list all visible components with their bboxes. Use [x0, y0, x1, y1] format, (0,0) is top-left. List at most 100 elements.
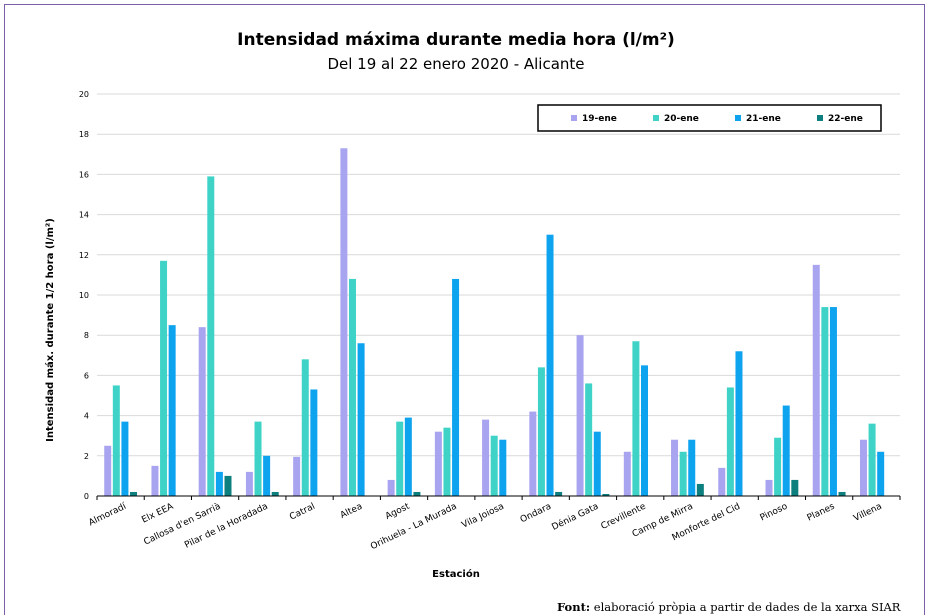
- bar-21-ene: [452, 278, 460, 496]
- legend-label: 19-ene: [582, 114, 617, 124]
- bar-22-ene: [555, 491, 563, 496]
- bar-20-ene: [821, 307, 829, 496]
- bar-19-ene: [151, 465, 159, 496]
- source-label: Font:: [557, 600, 591, 614]
- bar-21-ene: [688, 439, 696, 496]
- bar-19-ene: [671, 439, 679, 496]
- source-note: Font: elaboració pròpia a partir de dade…: [557, 600, 900, 614]
- y-tick-label: 20: [79, 90, 89, 99]
- gridlines: [97, 93, 900, 457]
- bar-19-ene: [198, 327, 206, 496]
- bar-21-ene: [215, 471, 223, 496]
- bar-20-ene: [112, 385, 120, 496]
- category-label: Almoradí: [87, 501, 128, 528]
- legend-label: 21-ene: [746, 114, 781, 124]
- bar-20-ene: [348, 278, 356, 496]
- bar-20-ene: [207, 176, 215, 496]
- bar-20-ene: [679, 451, 687, 496]
- bar-20-ene: [868, 423, 876, 496]
- category-label: Orihuela - La Murada: [369, 502, 458, 552]
- y-tick-label: 0: [84, 492, 89, 501]
- y-axis-ticks: 0 2 4 6 8 10 12 14 16 18 20: [79, 90, 89, 501]
- bar-21-ene: [499, 439, 507, 496]
- bar-19-ene: [293, 456, 301, 496]
- category-label: Altea: [339, 502, 364, 521]
- bar-21-ene: [168, 325, 176, 496]
- y-axis-title: Intensidad máx. durante 1/2 hora (l/m²): [44, 218, 56, 442]
- bar-19-ene: [623, 451, 631, 496]
- bar-20-ene: [254, 421, 262, 496]
- bar-20-ene: [490, 435, 498, 496]
- bar-22-ene: [791, 479, 799, 496]
- category-label: Ondara: [519, 502, 553, 526]
- chart-subtitle: Del 19 al 22 enero 2020 - Alicante: [327, 55, 584, 73]
- bar-21-ene: [357, 343, 365, 496]
- bar-22-ene: [838, 491, 846, 496]
- bar-19-ene: [340, 148, 348, 496]
- bar-22-ene: [130, 491, 138, 496]
- category-label: Elx EEA: [140, 501, 176, 525]
- category-label: Vila Joiosa: [460, 502, 505, 531]
- bar-20-ene: [774, 437, 782, 496]
- legend-swatch-22-ene: [817, 115, 823, 121]
- bar-19-ene: [482, 419, 490, 496]
- bar-19-ene: [576, 335, 584, 496]
- bar-19-ene: [529, 411, 537, 496]
- category-label: Planes: [806, 502, 837, 524]
- bar-21-ene: [782, 405, 790, 496]
- bar-20-ene: [537, 367, 545, 496]
- bar-22-ene: [696, 483, 704, 496]
- bar-20-ene: [301, 359, 309, 496]
- category-label: Pinoso: [759, 501, 790, 523]
- y-tick-label: 6: [84, 371, 89, 380]
- legend-label: 20-ene: [664, 114, 699, 124]
- bar-21-ene: [310, 389, 318, 496]
- bar-19-ene: [434, 431, 442, 496]
- bar-21-ene: [735, 351, 743, 496]
- bar-19-ene: [104, 445, 112, 496]
- bar-20-ene: [160, 260, 168, 496]
- bar-22-ene: [224, 475, 232, 496]
- bar-21-ene: [829, 307, 837, 496]
- y-tick-label: 8: [84, 331, 89, 340]
- bar-20-ene: [396, 421, 404, 496]
- bar-19-ene: [765, 479, 773, 496]
- legend-swatch-19-ene: [571, 115, 577, 121]
- y-tick-label: 16: [79, 170, 89, 179]
- chart-title: Intensidad máxima durante media hora (l/…: [237, 30, 675, 50]
- bar-20-ene: [443, 427, 451, 496]
- y-tick-label: 18: [79, 130, 89, 139]
- bar-21-ene: [593, 431, 601, 496]
- bar-22-ene: [413, 491, 421, 496]
- bar-22-ene: [602, 493, 610, 496]
- bar-19-ene: [245, 471, 253, 496]
- bars: [104, 148, 885, 496]
- source-text: elaboració pròpia a partir de dades de l…: [590, 600, 901, 614]
- chart-frame: [4, 4, 925, 615]
- bar-19-ene: [718, 467, 726, 496]
- bar-21-ene: [546, 234, 554, 496]
- y-tick-label: 2: [84, 452, 89, 461]
- bar-21-ene: [404, 417, 412, 496]
- category-label: Dénia Gata: [550, 501, 600, 533]
- bar-21-ene: [121, 421, 129, 496]
- bar-chart: Intensidad máxima durante media hora (l/…: [44, 30, 901, 580]
- category-label: Villena: [852, 502, 884, 524]
- bar-19-ene: [812, 264, 820, 496]
- legend-label: 22-ene: [828, 114, 863, 124]
- bar-20-ene: [632, 341, 640, 496]
- bar-20-ene: [726, 387, 734, 496]
- y-tick-label: 12: [79, 251, 89, 260]
- bar-21-ene: [263, 455, 271, 496]
- legend: 19-ene 20-ene 21-ene 22-ene: [537, 104, 882, 132]
- category-label: Catral: [288, 502, 317, 523]
- legend-swatch-21-ene: [735, 115, 741, 121]
- category-label: Callosa d'en Sarrià: [142, 502, 222, 548]
- legend-swatch-20-ene: [653, 115, 659, 121]
- category-label: Agost: [384, 502, 412, 522]
- y-tick-label: 10: [79, 291, 89, 300]
- y-tick-label: 14: [79, 211, 89, 220]
- y-tick-label: 4: [84, 412, 89, 421]
- bar-20-ene: [585, 383, 593, 496]
